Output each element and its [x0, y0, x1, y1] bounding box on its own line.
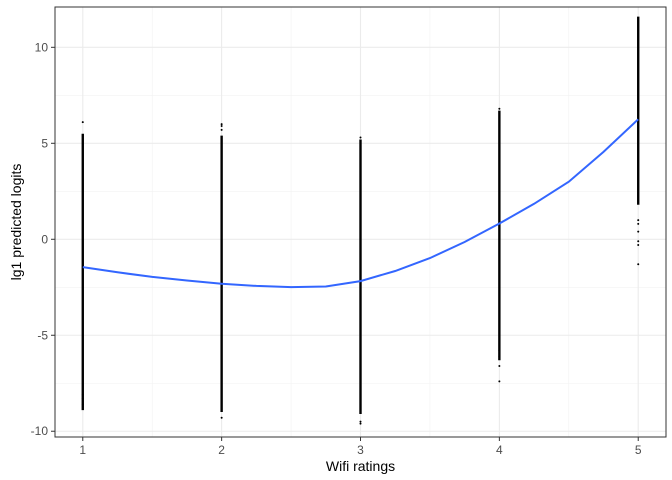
x-tick-label: 2	[218, 443, 225, 457]
data-point	[220, 128, 223, 131]
data-point	[359, 136, 362, 139]
data-point	[81, 403, 84, 406]
data-point	[637, 244, 640, 247]
data-point	[359, 420, 362, 423]
data-point	[220, 416, 223, 419]
x-tick-label: 3	[357, 443, 364, 457]
data-point	[220, 125, 223, 128]
data-point	[220, 123, 223, 126]
y-axis-title: lg1 predicted logits	[8, 164, 24, 281]
x-axis-title: Wifi ratings	[326, 458, 395, 474]
y-tick-label: 10	[35, 40, 49, 54]
data-point	[637, 263, 640, 266]
data-point	[637, 240, 640, 243]
data-point	[81, 397, 84, 400]
y-axis-ticks: -10 -5 0 5 10	[31, 40, 55, 438]
x-tick-label: 1	[79, 443, 86, 457]
smooth-trend-line	[82, 118, 639, 289]
data-point	[498, 380, 501, 383]
data-point	[498, 107, 501, 110]
data-point	[498, 349, 501, 352]
x-tick-label: 4	[496, 443, 503, 457]
x-axis-ticks: 1 2 3 4 5	[79, 437, 642, 457]
data-point	[81, 393, 84, 396]
y-tick-label: 5	[41, 136, 48, 150]
data-point	[637, 219, 640, 222]
y-tick-label: 0	[41, 232, 48, 246]
data-point	[498, 364, 501, 367]
data-points	[81, 16, 640, 425]
data-point	[498, 355, 501, 358]
x-tick-label: 5	[635, 443, 642, 457]
data-point	[359, 422, 362, 425]
data-point	[359, 409, 362, 412]
data-point	[637, 230, 640, 233]
y-tick-label: -5	[37, 328, 48, 342]
data-point	[81, 121, 84, 124]
y-tick-label: -10	[31, 424, 49, 438]
data-point	[637, 222, 640, 225]
